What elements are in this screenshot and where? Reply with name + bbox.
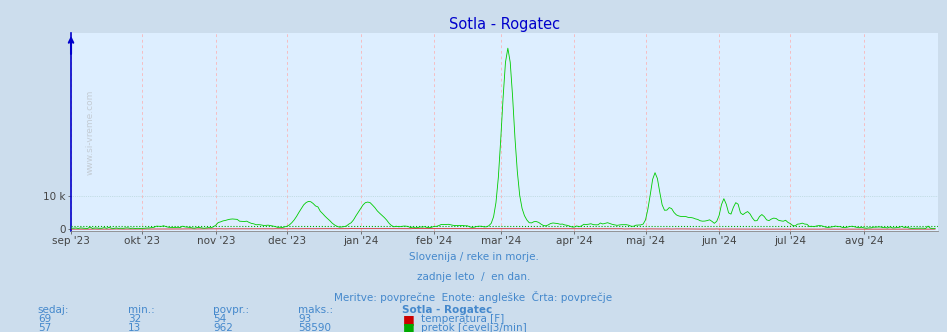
Text: min.:: min.: bbox=[128, 305, 154, 315]
Text: zadnje leto  /  en dan.: zadnje leto / en dan. bbox=[417, 272, 530, 282]
Text: www.si-vreme.com: www.si-vreme.com bbox=[85, 89, 95, 175]
Text: 93: 93 bbox=[298, 314, 312, 324]
Text: 54: 54 bbox=[213, 314, 226, 324]
Text: 58590: 58590 bbox=[298, 323, 331, 332]
Text: sedaj:: sedaj: bbox=[38, 305, 69, 315]
Text: ■: ■ bbox=[402, 321, 414, 332]
Text: pretok [čevelj3/min]: pretok [čevelj3/min] bbox=[421, 323, 527, 332]
Text: Slovenija / reke in morje.: Slovenija / reke in morje. bbox=[408, 252, 539, 262]
Text: Sotla - Rogatec: Sotla - Rogatec bbox=[402, 305, 492, 315]
Text: povpr.:: povpr.: bbox=[213, 305, 249, 315]
Text: 962: 962 bbox=[213, 323, 233, 332]
Text: 32: 32 bbox=[128, 314, 141, 324]
Text: 69: 69 bbox=[38, 314, 51, 324]
Text: 57: 57 bbox=[38, 323, 51, 332]
Text: ■: ■ bbox=[402, 313, 414, 326]
Text: 13: 13 bbox=[128, 323, 141, 332]
Title: Sotla - Rogatec: Sotla - Rogatec bbox=[449, 17, 560, 32]
Text: Meritve: povprečne  Enote: angleške  Črta: povprečje: Meritve: povprečne Enote: angleške Črta:… bbox=[334, 291, 613, 303]
Text: maks.:: maks.: bbox=[298, 305, 333, 315]
Text: temperatura [F]: temperatura [F] bbox=[421, 314, 505, 324]
